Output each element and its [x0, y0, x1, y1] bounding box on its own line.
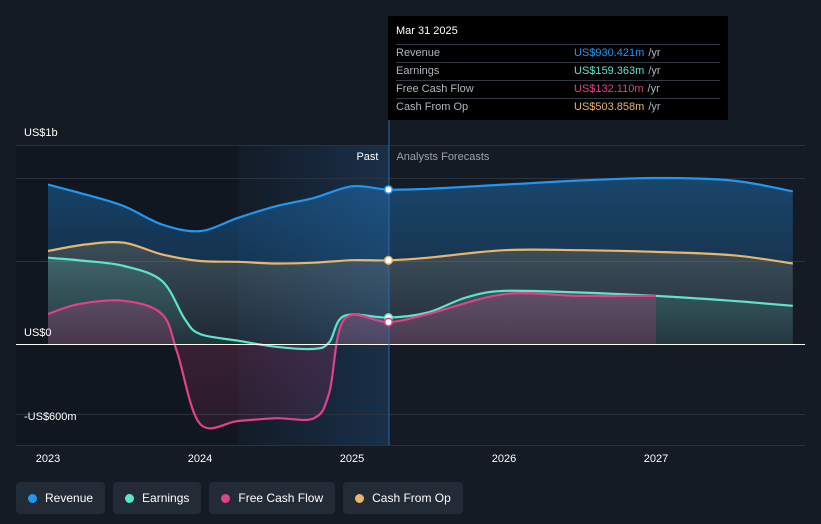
x-axis-tick-label: 2023 [36, 453, 60, 465]
tooltip-label: Earnings [396, 65, 440, 77]
free-cash-flow-line [47, 292, 657, 430]
cash-from-op-marker [383, 255, 394, 265]
earnings-line [47, 256, 793, 351]
tooltip-unit: /yr [648, 101, 661, 113]
revenue-line [47, 176, 793, 233]
tooltip-value: US$132.110m [574, 83, 644, 95]
y-axis-label: -US$600m [24, 411, 77, 423]
tooltip-label: Revenue [396, 47, 441, 59]
x-axis-tick-label: 2026 [492, 453, 516, 465]
past-label: Past [356, 151, 378, 163]
legend-item-free-cash-flow[interactable]: Free Cash Flow [209, 482, 336, 514]
legend-item-revenue[interactable]: Revenue [16, 482, 106, 514]
free-cash-flow-marker [383, 317, 394, 327]
tooltip-row-revenue: Revenue US$930.421m /yr [396, 44, 720, 62]
tooltip-row-earnings: Earnings US$159.363m /yr [396, 62, 720, 80]
legend-item-earnings[interactable]: Earnings [113, 482, 202, 514]
legend-label: Revenue [45, 491, 94, 505]
legend-label: Free Cash Flow [238, 491, 324, 505]
revenue-dot-icon [28, 493, 37, 503]
free-cash-flow-area [48, 293, 656, 429]
legend: Revenue Earnings Free Cash Flow Cash Fro… [16, 482, 463, 514]
x-axis-tick-label: 2024 [188, 453, 212, 465]
legend-label: Earnings [142, 491, 190, 505]
x-axis-tick-label: 2027 [644, 453, 668, 465]
y-axis-label: US$0 [24, 327, 52, 339]
legend-item-cash-from-op[interactable]: Cash From Op [343, 482, 463, 514]
cash-from-op-line [47, 240, 793, 265]
earnings-dot-icon [125, 493, 135, 503]
x-axis-tick-label: 2025 [340, 453, 364, 465]
tooltip-label: Cash From Op [396, 101, 469, 113]
forecast-label: Analysts Forecasts [396, 151, 489, 163]
tooltip-row-free-cash-flow: Free Cash Flow US$132.110m /yr [396, 80, 720, 98]
tooltip-row-cash-from-op: Cash From Op US$503.858m /yr [396, 98, 720, 116]
tooltip-label: Free Cash Flow [396, 83, 474, 95]
cash-from-op-dot-icon [355, 493, 365, 503]
legend-label: Cash From Op [372, 491, 451, 505]
tooltip-value: US$159.363m [574, 65, 645, 77]
tooltip-date: Mar 31 2025 [396, 25, 458, 37]
revenue-marker [383, 185, 394, 195]
y-axis-label: US$1b [24, 127, 58, 139]
tooltip: Mar 31 2025 Revenue US$930.421m /yr Earn… [388, 16, 728, 120]
tooltip-unit: /yr [648, 47, 661, 59]
free-cash-flow-dot-icon [221, 493, 231, 503]
tooltip-unit: /yr [648, 65, 661, 77]
tooltip-value: US$503.858m [574, 101, 645, 113]
tooltip-value: US$930.421m [574, 47, 645, 59]
tooltip-unit: /yr [647, 83, 660, 95]
